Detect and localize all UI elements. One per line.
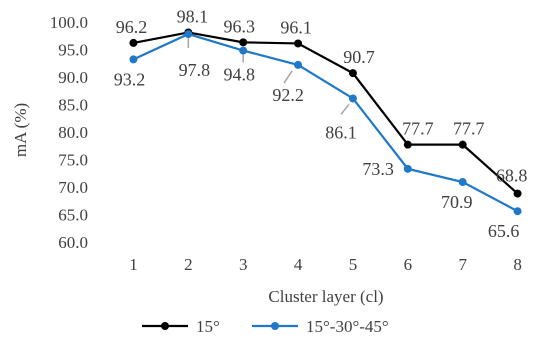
y-tick-label: 85.0 bbox=[58, 96, 88, 115]
y-tick-label: 100.0 bbox=[50, 13, 88, 32]
x-tick-label: 1 bbox=[129, 255, 138, 274]
y-tick-label: 70.0 bbox=[58, 178, 88, 197]
data-point bbox=[458, 140, 467, 149]
series-line-1 bbox=[133, 31, 519, 195]
x-axis-title: Cluster layer (cl) bbox=[268, 287, 383, 306]
data-label: 97.8 bbox=[179, 60, 211, 80]
data-point bbox=[403, 140, 412, 149]
data-point bbox=[513, 207, 522, 216]
y-axis-title: mA (%) bbox=[11, 103, 30, 157]
data-point bbox=[294, 39, 303, 48]
series-2 bbox=[129, 30, 522, 216]
legend-marker-series-2 bbox=[271, 322, 279, 330]
x-axis-ticks: 1 2 3 4 5 6 7 8 bbox=[129, 255, 522, 274]
data-label: 90.7 bbox=[343, 47, 375, 67]
legend: 15° 15°-30°-45° bbox=[142, 317, 389, 336]
x-tick-label: 6 bbox=[404, 255, 413, 274]
data-label: 94.8 bbox=[223, 65, 255, 85]
legend-label-series-1: 15° bbox=[196, 317, 220, 336]
series-layer bbox=[129, 28, 522, 216]
data-point bbox=[513, 189, 522, 198]
data-label: 96.3 bbox=[223, 16, 255, 36]
data-label: 70.9 bbox=[441, 192, 473, 212]
series-line-2 bbox=[132, 32, 519, 213]
data-label: 86.1 bbox=[325, 122, 357, 142]
data-point bbox=[294, 60, 303, 69]
y-tick-label: 75.0 bbox=[58, 151, 88, 170]
x-tick-label: 4 bbox=[294, 255, 303, 274]
data-point bbox=[239, 38, 248, 47]
x-tick-label: 2 bbox=[184, 255, 193, 274]
data-label: 68.8 bbox=[496, 166, 528, 186]
x-tick-label: 5 bbox=[349, 255, 358, 274]
y-tick-label: 65.0 bbox=[58, 206, 88, 225]
y-tick-label: 80.0 bbox=[58, 123, 88, 142]
legend-item-series-2: 15°-30°-45° bbox=[252, 317, 389, 336]
data-label: 77.7 bbox=[402, 119, 434, 139]
data-point bbox=[403, 164, 412, 173]
x-tick-label: 7 bbox=[458, 255, 467, 274]
series-1 bbox=[129, 28, 522, 198]
data-labels: 96.2 98.1 96.3 96.1 90.7 77.7 77.7 68.8 93.2 97.8… bbox=[114, 6, 528, 241]
label-leader-line bbox=[283, 70, 293, 84]
data-point bbox=[458, 178, 467, 187]
legend-marker-series-1 bbox=[161, 322, 169, 330]
data-label: 96.1 bbox=[280, 17, 312, 37]
legend-item-series-1: 15° bbox=[142, 317, 220, 336]
data-label: 98.1 bbox=[177, 6, 209, 26]
legend-label-series-2: 15°-30°-45° bbox=[306, 317, 389, 336]
y-tick-label: 90.0 bbox=[58, 68, 88, 87]
data-point bbox=[129, 55, 138, 64]
data-label: 77.7 bbox=[453, 119, 485, 139]
y-tick-label: 60.0 bbox=[58, 233, 88, 252]
data-label: 73.3 bbox=[362, 159, 394, 179]
data-point bbox=[184, 30, 193, 39]
x-tick-label: 3 bbox=[239, 255, 248, 274]
data-label: 92.2 bbox=[272, 85, 304, 105]
data-point bbox=[129, 38, 138, 47]
data-label: 96.2 bbox=[116, 17, 148, 37]
y-tick-label: 95.0 bbox=[58, 41, 88, 60]
data-label: 65.6 bbox=[488, 221, 520, 241]
data-point bbox=[348, 69, 357, 78]
data-label: 93.2 bbox=[114, 69, 146, 89]
x-tick-label: 8 bbox=[513, 255, 522, 274]
data-point bbox=[239, 46, 248, 55]
data-point bbox=[348, 94, 357, 103]
label-leader-line bbox=[340, 103, 350, 115]
y-axis-ticks: 60.0 65.0 70.0 75.0 80.0 85.0 90.0 95.0 100.0 bbox=[50, 13, 88, 252]
